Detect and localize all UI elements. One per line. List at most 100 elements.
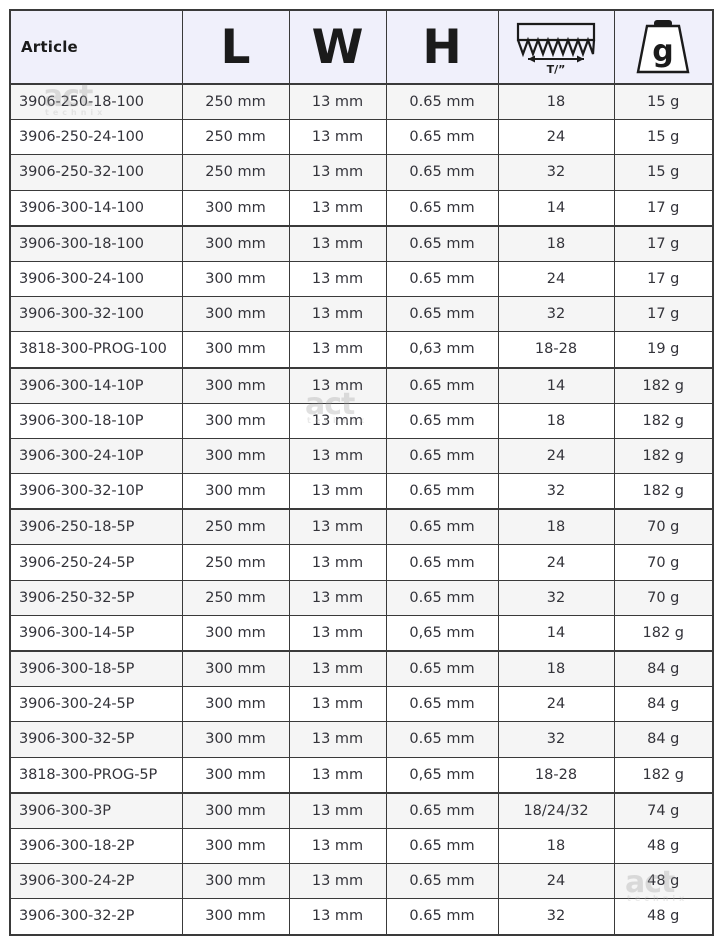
cell-width: 13 mm [288,898,387,936]
cell-teeth: 18 [497,650,615,688]
cell-article: 3906-250-32-100 [9,154,183,191]
cell-width: 13 mm [288,260,387,298]
column-header-article: Article [9,9,183,85]
cell-article: 3906-300-32-100 [9,296,183,333]
cell-width: 13 mm [288,402,387,439]
cell-weight: 182 g [613,614,714,652]
cell-width: 13 mm [288,119,387,156]
cell-height: 0,65 mm [385,614,499,652]
cell-teeth: 14 [497,189,615,227]
cell-width: 13 mm [288,154,387,191]
cell-article: 3906-300-24-100 [9,260,183,298]
cell-height: 0.65 mm [385,721,499,758]
cell-article: 3906-300-24-5P [9,686,183,723]
table-row: 3906-300-24-10P 300 mm 13 mm 0.65 mm 24 182 g [9,437,714,475]
cell-article: 3906-300-14-100 [9,189,183,227]
column-header-length: L [181,9,290,85]
cell-article: 3906-250-18-100 [9,83,183,121]
cell-height: 0.65 mm [385,473,499,511]
cell-length: 300 mm [181,367,290,404]
cell-length: 300 mm [181,792,290,829]
cell-article: 3906-300-24-2P [9,863,183,900]
table-row: 3906-300-14-5P 300 mm 13 mm 0,65 mm 14 182 g [9,614,714,652]
table-row: 3818-300-PROG-100 300 mm 13 mm 0,63 mm 18-28… [9,331,714,369]
cell-article: 3906-300-3P [9,792,183,829]
cell-article: 3906-250-24-100 [9,119,183,156]
cell-height: 0.65 mm [385,154,499,191]
cell-weight: 17 g [613,260,714,298]
cell-article: 3906-300-32-2P [9,898,183,936]
cell-width: 13 mm [288,579,387,616]
table-row: 3906-250-32-100 250 mm 13 mm 0.65 mm 32 15 g [9,154,714,191]
cell-teeth: 24 [497,260,615,298]
cell-width: 13 mm [288,686,387,723]
table-row: 3906-300-18-10P 300 mm 13 mm 0.65 mm 18 182 g [9,402,714,439]
cell-article: 3906-300-18-100 [9,225,183,262]
cell-width: 13 mm [288,863,387,900]
cell-teeth: 32 [497,296,615,333]
cell-height: 0.65 mm [385,579,499,616]
column-header-height: H [385,9,499,85]
cell-weight: 182 g [613,437,714,475]
cell-length: 250 mm [181,508,290,546]
cell-height: 0.65 mm [385,650,499,688]
table-row: 3906-250-18-5P 250 mm 13 mm 0.65 mm 18 70 g [9,508,714,546]
cell-width: 13 mm [288,792,387,829]
cell-weight: 70 g [613,579,714,616]
table-row: 3906-250-24-5P 250 mm 13 mm 0.65 mm 24 70 g [9,544,714,581]
saw-teeth-pitch-icon: T/” [499,11,614,83]
table-row: 3906-300-32-5P 300 mm 13 mm 0.65 mm 32 84 g [9,721,714,758]
cell-teeth: 24 [497,686,615,723]
cell-length: 300 mm [181,650,290,688]
cell-article: 3906-300-24-10P [9,437,183,475]
cell-weight: 15 g [613,119,714,156]
table-row: 3906-300-18-5P 300 mm 13 mm 0.65 mm 18 84 g [9,650,714,688]
cell-length: 300 mm [181,331,290,369]
cell-teeth: 14 [497,614,615,652]
table-row: 3906-300-32-100 300 mm 13 mm 0.65 mm 32 17 g [9,296,714,333]
cell-width: 13 mm [288,331,387,369]
cell-weight: 17 g [613,225,714,262]
cell-article: 3906-300-32-10P [9,473,183,511]
cell-article: 3906-300-18-5P [9,650,183,688]
cell-length: 300 mm [181,473,290,511]
table-row: 3906-300-18-2P 300 mm 13 mm 0.65 mm 18 48 g [9,827,714,865]
cell-height: 0.65 mm [385,898,499,936]
cell-weight: 84 g [613,686,714,723]
cell-weight: 70 g [613,544,714,581]
cell-length: 300 mm [181,898,290,936]
cell-width: 13 mm [288,614,387,652]
cell-width: 13 mm [288,473,387,511]
cell-article: 3818-300-PROG-100 [9,331,183,369]
cell-weight: 15 g [613,83,714,121]
cell-teeth: 18 [497,225,615,262]
table-row: 3906-300-32-2P 300 mm 13 mm 0.65 mm 32 48 g [9,898,714,936]
cell-height: 0.65 mm [385,189,499,227]
cell-weight: 48 g [613,863,714,900]
cell-width: 13 mm [288,367,387,404]
cell-weight: 74 g [613,792,714,829]
cell-teeth: 18 [497,402,615,439]
cell-teeth: 32 [497,154,615,191]
cell-teeth: 18/24/32 [497,792,615,829]
cell-height: 0.65 mm [385,544,499,581]
cell-teeth: 14 [497,367,615,404]
cell-teeth: 32 [497,579,615,616]
cell-teeth: 24 [497,544,615,581]
cell-weight: 182 g [613,402,714,439]
table-row: 3906-300-18-100 300 mm 13 mm 0.65 mm 18 17 g [9,225,714,262]
cell-teeth: 32 [497,721,615,758]
header-row: Article L W H T/” [9,9,714,85]
cell-height: 0,65 mm [385,756,499,794]
cell-teeth: 18-28 [497,331,615,369]
cell-height: 0.65 mm [385,367,499,404]
cell-length: 250 mm [181,544,290,581]
cell-weight: 48 g [613,898,714,936]
cell-height: 0.65 mm [385,437,499,475]
cell-weight: 182 g [613,473,714,511]
table-header: Article L W H T/” [9,9,714,85]
cell-width: 13 mm [288,544,387,581]
spec-table-page: Article L W H T/” [9,9,714,936]
cell-weight: 48 g [613,827,714,865]
